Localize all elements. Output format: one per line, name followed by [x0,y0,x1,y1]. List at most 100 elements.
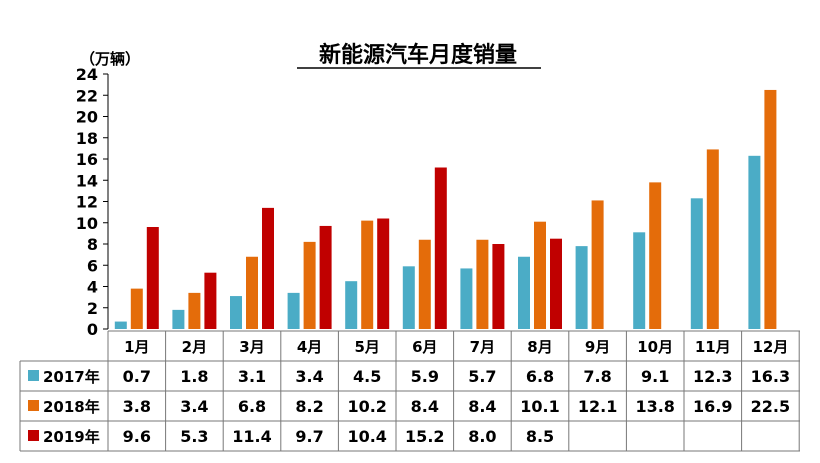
y-tick-label: 8 [87,235,98,254]
data-label: 5.3 [180,427,208,446]
category-label: 8月 [527,338,552,356]
bar-plot-area [114,89,777,329]
legend-label: 2017年 [43,368,100,386]
y-tick-label: 10 [76,214,98,233]
data-label: 12.3 [693,367,732,386]
category-label: 10月 [637,338,673,356]
data-label: 9.6 [123,427,151,446]
y-tick-label: 14 [76,171,98,190]
category-label: 2月 [182,338,207,356]
data-label: 6.8 [526,367,554,386]
legend-swatch [28,430,39,441]
data-label: 8.2 [295,397,323,416]
data-label: 15.2 [405,427,444,446]
bar-2019年-7月 [492,244,505,329]
y-tick-label: 20 [76,108,98,127]
data-label: 8.4 [468,397,496,416]
bar-2019年-3月 [262,207,274,329]
bar-2018年-10月 [649,182,662,329]
bar-2017年-7月 [460,268,473,329]
bar-2018年-9月 [591,200,604,329]
bar-2019年-2月 [204,272,217,329]
bar-2019年-8月 [550,238,562,329]
bar-2018年-8月 [534,221,546,329]
category-label: 9月 [585,338,610,356]
y-tick-label: 18 [76,129,98,148]
data-label: 5.9 [411,367,439,386]
data-label: 12.1 [578,397,617,416]
data-label: 9.1 [641,367,669,386]
bar-2017年-9月 [575,246,588,329]
data-label: 3.8 [123,397,151,416]
category-label: 5月 [354,338,379,356]
category-label: 7月 [470,338,495,356]
category-label: 11月 [695,338,731,356]
data-label: 0.7 [123,367,151,386]
data-label: 8.5 [526,427,554,446]
legend-swatch [28,370,39,381]
y-tick-label: 6 [87,256,98,275]
bar-2018年-6月 [418,239,431,329]
y-tick-label: 12 [76,193,98,212]
data-label: 1.8 [180,367,208,386]
bar-2018年-12月 [764,89,777,329]
data-label: 22.5 [751,397,790,416]
bar-2019年-1月 [146,227,159,329]
bar-2018年-2月 [188,292,201,329]
bar-2017年-11月 [690,198,703,329]
bar-2018年-4月 [303,241,316,329]
category-label: 12月 [752,338,788,356]
bar-2019年-5月 [377,218,390,329]
category-label: 1月 [124,338,149,356]
legend-label: 2019年 [43,428,100,446]
data-label: 8.4 [411,397,439,416]
data-label: 16.9 [693,397,732,416]
bar-2017年-2月 [172,309,185,329]
data-label: 3.1 [238,367,266,386]
data-label: 4.5 [353,367,381,386]
bar-2019年-4月 [319,225,332,329]
bar-2018年-3月 [246,256,258,329]
category-label: 4月 [297,338,322,356]
bar-2017年-1月 [114,321,127,329]
data-label: 16.3 [751,367,790,386]
bar-2017年-12月 [748,155,761,329]
bar-2017年-10月 [633,232,646,329]
y-tick-label: 4 [87,278,98,297]
y-tick-label: 16 [76,150,98,169]
data-label: 3.4 [295,367,323,386]
data-label: 8.0 [468,427,496,446]
bar-2018年-7月 [476,239,489,329]
data-label: 10.4 [347,427,386,446]
data-label: 10.2 [347,397,386,416]
bar-2018年-11月 [706,149,719,329]
data-label: 9.7 [295,427,323,446]
bar-2019年-6月 [434,167,447,329]
bar-2017年-8月 [518,256,530,329]
bar-2017年-4月 [287,292,300,329]
data-label: 6.8 [238,397,266,416]
y-tick-label: 22 [76,86,98,105]
bar-2017年-5月 [345,281,358,329]
bar-2018年-5月 [361,220,374,329]
y-axis-unit-label: （万辆） [80,50,140,68]
data-label: 11.4 [232,427,271,446]
category-label: 3月 [239,338,264,356]
data-table: 1月 2月 3月 4月 5月 6月 7月 8月 9月 10月 11月 12月 2017年 0.7 1.8 3.… [19,330,800,452]
data-label: 3.4 [180,397,208,416]
legend-swatch [28,400,39,411]
bar-2017年-6月 [402,266,415,329]
y-tick-label: 24 [76,65,98,84]
data-label: 5.7 [468,367,496,386]
y-tick-label: 0 [87,320,98,339]
legend-label: 2018年 [43,398,100,416]
bar-2017年-3月 [230,296,242,329]
data-label: 7.8 [583,367,611,386]
data-label: 13.8 [635,397,674,416]
y-tick-label: 2 [87,299,98,318]
category-label: 6月 [412,338,437,356]
data-label: 10.1 [520,397,559,416]
bar-2018年-1月 [130,288,143,329]
